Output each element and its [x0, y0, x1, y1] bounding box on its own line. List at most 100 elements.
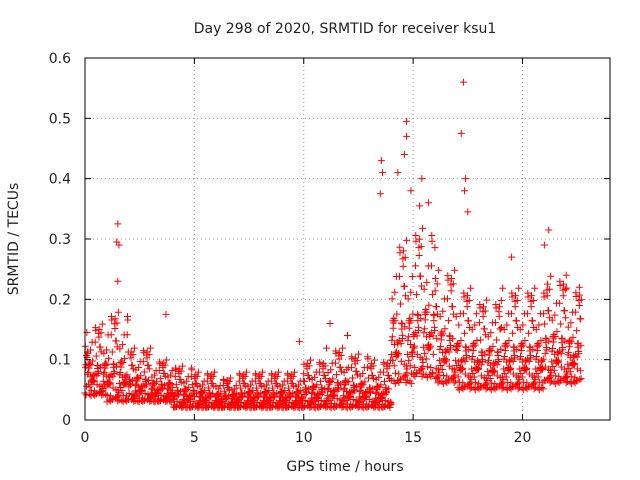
data-point	[436, 313, 444, 321]
data-point	[330, 391, 338, 399]
x-axis-label: GPS time / hours	[286, 459, 403, 475]
data-point	[109, 373, 117, 381]
y-axis-label: SRMTID / TECUs	[6, 183, 22, 296]
data-point	[209, 372, 217, 380]
data-point	[113, 319, 121, 327]
data-point	[103, 360, 111, 368]
data-point	[310, 382, 318, 390]
data-point	[337, 351, 345, 359]
data-point	[101, 359, 109, 367]
data-point	[461, 329, 469, 337]
data-point	[515, 284, 523, 292]
data-point	[201, 387, 209, 395]
data-point	[412, 231, 420, 239]
data-point	[409, 348, 417, 356]
data-point	[503, 341, 511, 349]
data-point	[199, 381, 207, 389]
data-point	[145, 377, 153, 385]
data-point	[573, 353, 581, 361]
data-point	[399, 247, 407, 255]
data-point	[235, 377, 243, 385]
data-point	[492, 319, 500, 327]
data-point	[83, 328, 91, 336]
data-point	[497, 325, 505, 333]
data-point	[562, 379, 570, 387]
data-point	[371, 356, 379, 364]
data-point	[416, 272, 424, 280]
data-point	[422, 355, 430, 363]
data-point	[399, 334, 407, 342]
data-point	[389, 357, 397, 365]
data-point	[178, 362, 186, 370]
data-point	[189, 397, 197, 405]
data-point	[539, 385, 547, 393]
data-point	[157, 391, 165, 399]
data-point	[401, 254, 409, 262]
data-point	[358, 379, 366, 387]
data-point	[472, 378, 480, 386]
data-point	[463, 303, 471, 311]
data-point	[481, 350, 489, 358]
data-point	[140, 368, 148, 376]
data-point	[534, 373, 542, 381]
data-point	[561, 307, 569, 315]
data-point	[487, 346, 495, 354]
data-point	[353, 383, 361, 391]
y-tick-label: 0.1	[49, 353, 71, 369]
data-point	[297, 387, 305, 395]
data-point	[90, 377, 98, 385]
data-point	[96, 363, 104, 371]
data-point	[157, 397, 165, 405]
data-point	[562, 271, 570, 279]
data-point	[415, 327, 423, 335]
data-point	[476, 304, 484, 312]
data-point	[162, 356, 170, 364]
data-point	[556, 376, 564, 384]
data-point	[575, 302, 583, 310]
data-point	[151, 371, 159, 379]
data-point	[491, 367, 498, 375]
data-point	[431, 287, 439, 295]
data-point	[194, 368, 202, 376]
data-point	[374, 382, 382, 390]
data-point	[447, 287, 455, 295]
data-point	[232, 382, 240, 390]
data-point	[533, 352, 540, 360]
data-point	[121, 354, 129, 362]
data-point	[385, 385, 393, 393]
data-point	[403, 236, 411, 244]
data-point	[119, 341, 127, 349]
data-point	[351, 387, 359, 395]
data-point	[376, 190, 384, 198]
data-point	[295, 338, 303, 346]
data-point	[251, 377, 259, 385]
data-point	[92, 389, 100, 397]
data-point	[473, 337, 481, 345]
data-point	[555, 357, 563, 365]
data-point	[481, 307, 489, 315]
data-point	[407, 380, 415, 388]
data-point	[406, 362, 414, 370]
data-point	[118, 387, 126, 395]
data-point	[162, 310, 170, 318]
data-point	[124, 316, 132, 324]
data-point	[431, 244, 439, 252]
data-point	[454, 373, 462, 381]
data-point	[116, 345, 124, 353]
data-point	[415, 235, 423, 243]
data-point	[467, 284, 475, 292]
data-point	[114, 220, 122, 228]
data-point	[476, 383, 484, 391]
grid-lines	[85, 58, 610, 420]
data-point	[203, 377, 211, 385]
chart-title: Day 298 of 2020, SRMTID for receiver ksu…	[194, 21, 497, 37]
data-point	[527, 354, 535, 362]
data-point	[379, 368, 387, 376]
data-point	[359, 370, 367, 378]
data-point	[167, 371, 175, 379]
data-point	[375, 373, 383, 381]
data-point	[93, 381, 101, 389]
data-point	[301, 403, 309, 411]
data-point	[572, 292, 580, 300]
